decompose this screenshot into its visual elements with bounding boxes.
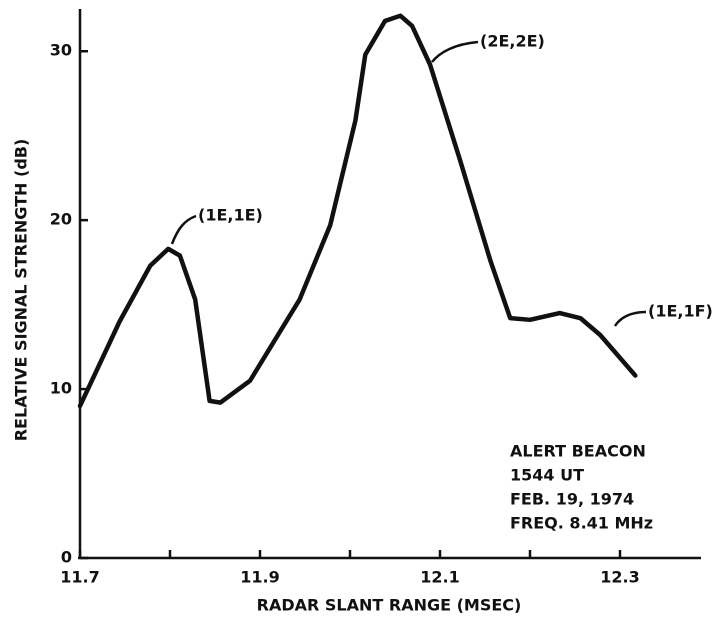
data-line <box>77 13 638 409</box>
y-tick-label: 30 <box>50 41 72 60</box>
y-axis-label: RELATIVE SIGNAL STRENGTH (dB) <box>12 139 31 442</box>
y-tick-label: 0 <box>61 548 72 567</box>
annotation-leader <box>431 40 479 63</box>
y-tick-label: 20 <box>50 210 72 229</box>
info-text: ALERT BEACON <box>510 442 646 461</box>
annotation-leader <box>613 310 647 327</box>
y-tick-label: 10 <box>50 379 72 398</box>
annotation-leader <box>170 214 197 245</box>
annotation: (1E,1E) <box>198 206 263 225</box>
x-tick-label: 12.1 <box>420 568 459 587</box>
info-text: FREQ. 8.41 MHz <box>510 514 653 533</box>
x-tick-label: 12.3 <box>600 568 639 587</box>
x-tick-label: 11.9 <box>240 568 279 587</box>
x-tick-label: 11.7 <box>60 568 99 587</box>
info-text: FEB. 19, 1974 <box>510 490 634 509</box>
x-axis-label: RADAR SLANT RANGE (MSEC) <box>257 596 522 615</box>
info-text: 1544 UT <box>510 466 584 485</box>
annotation: (1E,1F) <box>648 302 713 321</box>
annotation: (2E,2E) <box>480 32 545 51</box>
